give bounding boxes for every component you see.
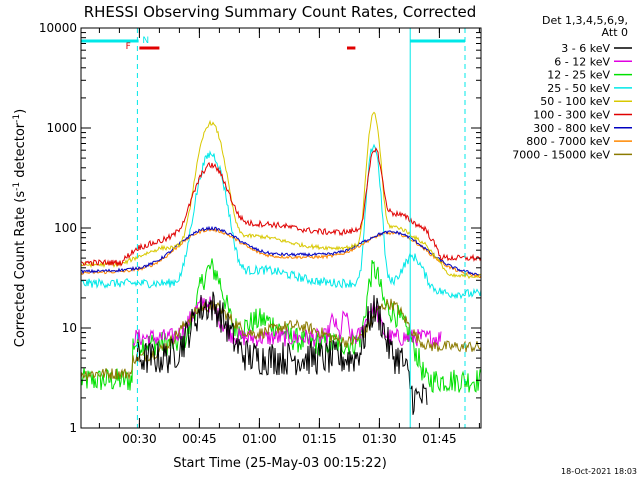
y-axis-label-sup1: -1 — [12, 182, 22, 191]
y-tick-label: 100 — [54, 221, 77, 235]
y-axis-label-sup2: -1 — [12, 114, 22, 123]
series-line — [80, 225, 482, 276]
marks-layer: FN — [81, 28, 466, 428]
x-axis-label: Start Time (25-May-03 00:15:22) — [173, 456, 387, 471]
y-axis-label: Corrected Count Rate (s-1 detector-1) — [12, 109, 28, 347]
flare-flag-label: F — [126, 42, 131, 52]
x-tick-label: 00:30 — [122, 432, 157, 446]
legend-label: 12 - 25 keV — [547, 69, 610, 82]
x-tick-label: 01:15 — [302, 432, 337, 446]
legend-label: 800 - 7000 keV — [526, 135, 610, 148]
legend-label: 50 - 100 keV — [540, 95, 610, 108]
y-axis-label-tail: ) — [13, 109, 28, 114]
x-tick-label: 01:30 — [362, 432, 397, 446]
x-axis: 00:30 00:45 01:00 01:15 01:30 01:45 — [98, 28, 480, 446]
series-line — [80, 258, 482, 394]
series-line — [80, 143, 482, 300]
chart-title: RHESSI Observing Summary Count Rates, Co… — [84, 3, 477, 21]
x-tick-label: 01:45 — [422, 432, 457, 446]
y-axis-label-main: Corrected Count Rate (s — [13, 191, 28, 348]
night-flag-label: N — [142, 36, 149, 46]
legend-header: Det 1,3,4,5,6,9, — [542, 14, 628, 27]
series-line — [80, 111, 482, 280]
y-tick-label: 1 — [69, 421, 77, 435]
series-line — [132, 294, 442, 348]
legend-label: 3 - 6 keV — [561, 42, 610, 55]
y-tick-label: 10 — [62, 321, 77, 335]
legend-label: 300 - 800 keV — [533, 122, 610, 135]
y-tick-label: 1000 — [46, 121, 77, 135]
x-tick-label: 01:00 — [242, 432, 277, 446]
series-layer — [80, 111, 482, 415]
legend-header: Att 0 — [602, 26, 628, 39]
legend-label: 100 - 300 keV — [533, 109, 610, 122]
legend-label: 7000 - 15000 keV — [512, 148, 610, 161]
y-axis: 1 10 100 1000 10000 — [39, 21, 481, 435]
y-tick-label: 10000 — [39, 21, 77, 35]
series-line — [80, 147, 482, 267]
legend-label: 6 - 12 keV — [554, 55, 610, 68]
footer-date: 18-Oct-2021 18:03 — [561, 467, 637, 476]
legend-label: 25 - 50 keV — [547, 82, 610, 95]
series-line — [80, 227, 482, 279]
x-tick-label: 00:45 — [182, 432, 217, 446]
y-axis-label-mid: detector — [13, 122, 28, 182]
series-line — [136, 291, 428, 415]
